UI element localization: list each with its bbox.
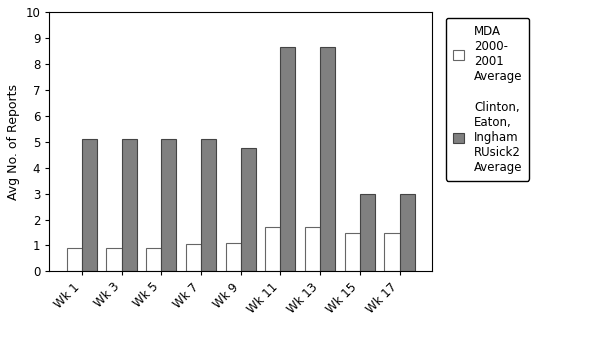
Bar [345, 232, 360, 271]
Bar [305, 227, 320, 271]
Bar [161, 139, 176, 271]
Bar [265, 227, 280, 271]
Bar [82, 139, 97, 271]
Bar [385, 232, 400, 271]
Bar [241, 148, 256, 271]
Bar [226, 243, 241, 271]
Bar [122, 139, 137, 271]
Bar [201, 139, 216, 271]
Y-axis label: Avg No. of Reports: Avg No. of Reports [7, 84, 20, 200]
Bar [106, 248, 122, 271]
Bar [186, 244, 201, 271]
Bar [360, 193, 375, 271]
Bar [280, 47, 295, 271]
Bar [320, 47, 335, 271]
Bar [146, 248, 161, 271]
Bar [400, 193, 415, 271]
Bar [67, 248, 82, 271]
Legend: MDA
2000-
2001
Average, Clinton,
Eaton,
Ingham
RUsick2
Average: MDA 2000- 2001 Average, Clinton, Eaton, … [446, 18, 529, 181]
